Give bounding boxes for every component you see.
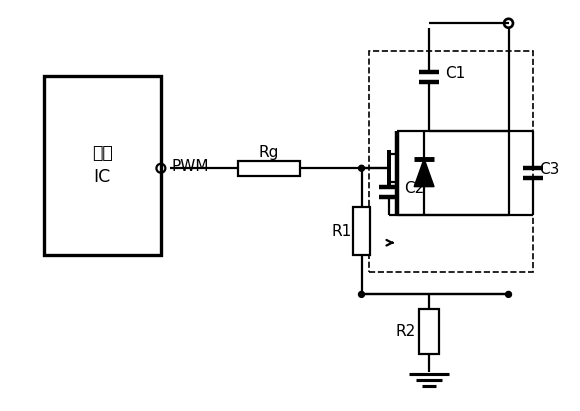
Text: C2: C2 — [404, 181, 425, 196]
Bar — [44, 76, 161, 255]
Text: C1: C1 — [445, 67, 465, 81]
Text: R2: R2 — [395, 324, 415, 339]
Bar — [238, 161, 300, 176]
Text: IC: IC — [93, 168, 111, 186]
Circle shape — [358, 165, 364, 171]
Text: Rg: Rg — [259, 145, 280, 160]
Text: 电源: 电源 — [92, 144, 113, 162]
Text: R1: R1 — [332, 224, 352, 239]
Bar — [353, 208, 371, 255]
Text: PWM: PWM — [172, 159, 209, 174]
Polygon shape — [414, 159, 434, 187]
Bar — [369, 51, 534, 272]
Circle shape — [358, 291, 364, 298]
Bar — [419, 309, 439, 354]
Circle shape — [506, 291, 512, 298]
Text: C3: C3 — [539, 162, 560, 177]
